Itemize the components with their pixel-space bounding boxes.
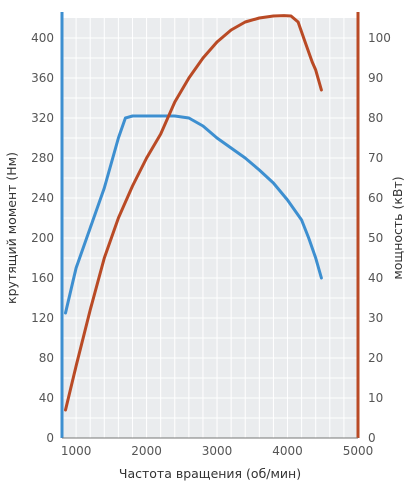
left-tick-label: 200 [31, 231, 54, 245]
right-tick-label: 100 [368, 31, 391, 45]
left-tick-label: 80 [39, 351, 54, 365]
grid [62, 18, 358, 438]
right-tick-label: 10 [368, 391, 383, 405]
right-tick-label: 90 [368, 71, 383, 85]
right-tick-label: 20 [368, 351, 383, 365]
left-tick-label: 400 [31, 31, 54, 45]
left-tick-label: 160 [31, 271, 54, 285]
x-tick-label: 2000 [131, 444, 162, 458]
right-tick-label: 40 [368, 271, 383, 285]
x-tick-label: 5000 [343, 444, 374, 458]
x-tick-label: 1000 [61, 444, 92, 458]
left-tick-label: 320 [31, 111, 54, 125]
right-tick-label: 0 [368, 431, 376, 445]
right-axis-title: мощность (кВт) [390, 176, 405, 279]
right-tick-label: 30 [368, 311, 383, 325]
right-tick-label: 50 [368, 231, 383, 245]
left-tick-label: 240 [31, 191, 54, 205]
left-tick-label: 360 [31, 71, 54, 85]
right-tick-label: 60 [368, 191, 383, 205]
left-tick-label: 280 [31, 151, 54, 165]
left-tick-label: 40 [39, 391, 54, 405]
right-tick-label: 70 [368, 151, 383, 165]
series-layer [64, 14, 323, 412]
power-line [64, 14, 323, 412]
right-tick-label: 80 [368, 111, 383, 125]
axes-layer [60, 12, 360, 439]
torque-line [64, 114, 323, 315]
x-tick-label: 3000 [202, 444, 233, 458]
plot-background [62, 18, 358, 438]
ticks-layer: 0408012016020024028032036040001020304050… [31, 31, 391, 458]
x-axis-title: Частота вращения (об/мин) [119, 466, 301, 481]
left-tick-label: 120 [31, 311, 54, 325]
left-axis-title: крутящий момент (Нм) [4, 152, 19, 304]
left-tick-label: 0 [46, 431, 54, 445]
x-tick-label: 4000 [272, 444, 303, 458]
